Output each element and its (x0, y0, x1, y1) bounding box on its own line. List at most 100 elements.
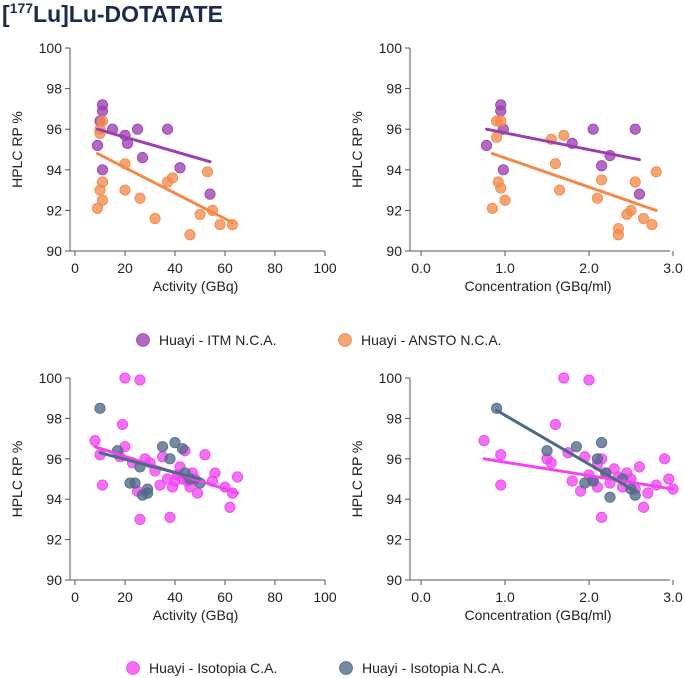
y-tick-label: 96 (46, 451, 62, 467)
data-point (478, 435, 490, 447)
data-point (169, 437, 181, 449)
y-tick-label: 96 (386, 121, 402, 137)
x-tick-label: 100 (313, 589, 337, 605)
x-tick-label: 20 (117, 260, 133, 276)
legend-item: Huayi - ITM N.C.A. (136, 332, 276, 348)
data-point (637, 501, 650, 513)
data-point (495, 449, 507, 461)
x-tick-label: 80 (267, 260, 283, 276)
data-point (96, 115, 109, 127)
y-tick-label: 98 (46, 410, 62, 426)
x-tick-label: 3.0 (663, 589, 683, 605)
data-point (658, 453, 671, 465)
x-tick-label: 0 (71, 589, 79, 605)
x-tick-label: 2.0 (579, 589, 599, 605)
data-point (91, 202, 104, 214)
data-point (191, 487, 204, 499)
data-point (642, 487, 654, 499)
title-isotope-mass: 177 (9, 0, 34, 16)
y-axis-label: HPLC RP % (9, 441, 25, 518)
data-point (89, 435, 101, 447)
data-point (553, 184, 566, 196)
y-tick-label: 100 (379, 370, 403, 386)
data-point (629, 176, 641, 188)
data-point (480, 139, 493, 152)
data-point (549, 418, 562, 431)
x-tick-label: 0.0 (411, 589, 431, 605)
data-point (499, 194, 511, 206)
data-point (134, 374, 146, 386)
data-point (164, 453, 176, 465)
data-point (549, 158, 562, 170)
data-point (591, 453, 604, 465)
y-tick-label: 100 (39, 40, 63, 56)
data-point (204, 188, 216, 200)
x-tick-label: 20 (117, 589, 133, 605)
data-point (566, 475, 578, 487)
x-tick-label: 3.0 (663, 260, 683, 276)
y-tick-label: 96 (46, 121, 62, 137)
legend-label: Huayi - Isotopia N.C.A. (362, 660, 504, 676)
data-point (595, 174, 608, 186)
series-1 (91, 99, 216, 200)
data-point (497, 164, 509, 176)
data-point (96, 176, 109, 188)
x-axis-label: Activity (GBq) (153, 607, 239, 623)
title-prefix: [ (2, 1, 10, 27)
trend-line (490, 152, 658, 212)
x-tick-label: 1.0 (495, 589, 515, 605)
data-point (134, 513, 146, 526)
data-point (199, 449, 211, 461)
x-tick-label: 60 (217, 260, 233, 276)
trend-line (96, 127, 212, 164)
y-tick-label: 94 (46, 491, 62, 507)
data-point (166, 172, 179, 184)
data-point (625, 204, 637, 216)
y-tick-label: 98 (46, 81, 62, 97)
legend-marker (338, 333, 352, 347)
y-tick-label: 90 (46, 243, 62, 259)
data-point (141, 487, 154, 499)
data-point (119, 372, 131, 384)
x-axis-label: Concentration (GBq/ml) (464, 278, 611, 294)
data-point (134, 192, 146, 204)
legend-item: Huayi - ANSTO N.C.A. (338, 332, 502, 348)
y-tick-label: 94 (46, 162, 62, 178)
y-axis-label: HPLC RP % (349, 111, 365, 188)
data-point (604, 491, 616, 503)
chart-panel-1: 90 92 94 96 98 100 0 20 40 60 80 100 Activity (GBq) H… (9, 40, 337, 294)
x-axis-label: Activity (GBq) (153, 278, 239, 294)
data-point (164, 511, 176, 523)
data-point (495, 105, 507, 117)
data-point (595, 437, 608, 449)
y-tick-label: 92 (386, 202, 402, 218)
trend-line (96, 152, 234, 225)
data-point (209, 467, 221, 479)
y-tick-label: 90 (46, 572, 62, 588)
data-point (591, 192, 604, 204)
data-point (96, 105, 109, 117)
data-point (156, 441, 169, 453)
figure-title: [177Lu]Lu-DOTATATE (2, 0, 223, 28)
x-tick-label: 80 (267, 589, 283, 605)
legend-2: Huayi - Isotopia C.A. Huayi - Isotopia N.… (126, 660, 504, 676)
data-point (214, 219, 226, 231)
legend-marker (126, 661, 140, 675)
data-point (94, 402, 106, 414)
legend-item: Huayi - Isotopia N.C.A. (339, 660, 504, 676)
data-point (176, 443, 189, 455)
data-point (136, 152, 149, 164)
chart-panel-3: 90 92 94 96 98 100 0 20 40 60 80 100 Activity (GBq) H… (9, 370, 337, 623)
x-tick-label: 100 (313, 260, 337, 276)
trend-line (482, 457, 675, 491)
data-point (495, 479, 507, 491)
y-tick-label: 96 (386, 451, 402, 467)
series-2 (490, 402, 641, 503)
data-point (495, 182, 507, 194)
x-tick-label: 40 (167, 589, 183, 605)
title-compound: Lu]Lu-DOTATATE (33, 1, 223, 27)
x-tick-label: 0.0 (411, 260, 431, 276)
y-axis-label: HPLC RP % (9, 111, 25, 188)
chart-panel-2: 90 92 94 96 98 100 0.0 1.0 2.0 3.0 Concentration (… (349, 40, 683, 294)
